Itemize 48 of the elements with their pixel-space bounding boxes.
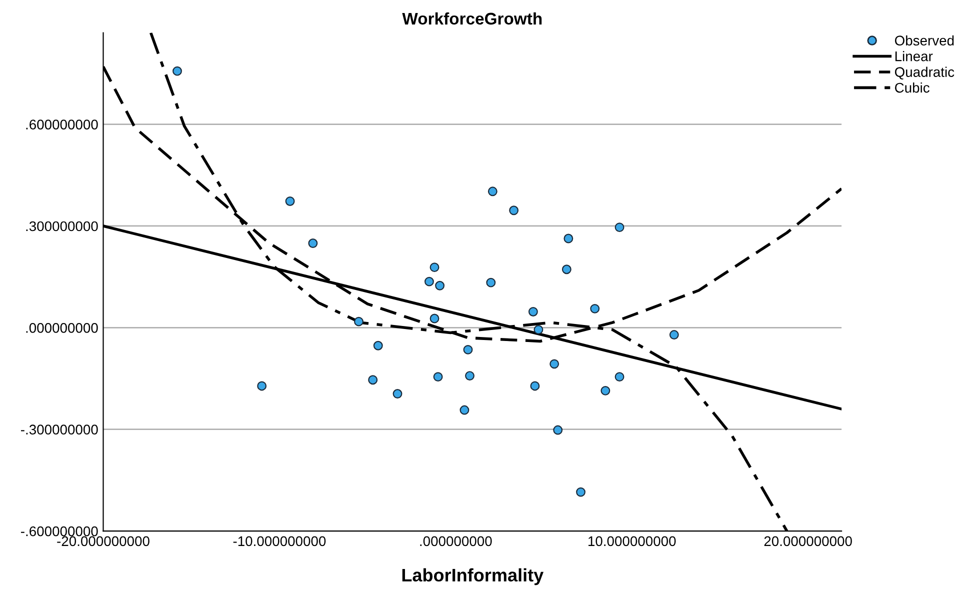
x-tick-label: 20.000000000 <box>764 536 852 546</box>
point <box>308 238 318 248</box>
x-tick-label: -20.000000000 <box>57 536 150 546</box>
point <box>488 186 498 196</box>
point <box>460 405 470 415</box>
point <box>486 278 496 288</box>
point <box>430 314 440 324</box>
point <box>530 381 540 391</box>
point <box>576 487 586 497</box>
point <box>553 425 563 435</box>
point <box>354 316 364 326</box>
y-tick-label: -.600000000 <box>21 526 98 536</box>
point <box>562 264 572 274</box>
point <box>392 389 402 398</box>
x-tick-label: 10.000000000 <box>588 536 676 546</box>
point <box>465 371 474 381</box>
point <box>614 222 624 232</box>
x-axis-title: LaborInformality <box>402 568 544 586</box>
legend-label: Observed <box>894 35 954 46</box>
point <box>669 330 679 340</box>
y-tick-label: -.300000000 <box>21 424 98 435</box>
x-tick-label: .000000000 <box>420 536 492 546</box>
point <box>424 276 434 286</box>
legend-label: Quadratic <box>894 66 954 80</box>
point <box>433 372 443 382</box>
y-tick-label: .300000000 <box>26 221 98 232</box>
point <box>285 196 295 206</box>
point <box>550 359 560 369</box>
point <box>564 234 574 244</box>
point <box>463 344 473 354</box>
point <box>172 66 182 76</box>
point <box>528 307 538 316</box>
point <box>534 324 544 334</box>
chart-title: WorkforceGrowth <box>402 12 542 25</box>
point <box>257 381 267 391</box>
point <box>430 262 440 272</box>
point <box>368 375 378 385</box>
point <box>435 280 445 290</box>
point <box>614 372 624 382</box>
point <box>509 206 519 216</box>
y-tick-label: .600000000 <box>26 120 98 130</box>
y-tick-label: .000000000 <box>26 323 98 333</box>
legend-label: Cubic <box>895 82 930 93</box>
x-tick-label: -10.000000000 <box>233 536 326 546</box>
legend-label: Linear <box>895 51 933 62</box>
point <box>600 386 610 396</box>
point <box>373 340 383 350</box>
point <box>590 304 600 314</box>
